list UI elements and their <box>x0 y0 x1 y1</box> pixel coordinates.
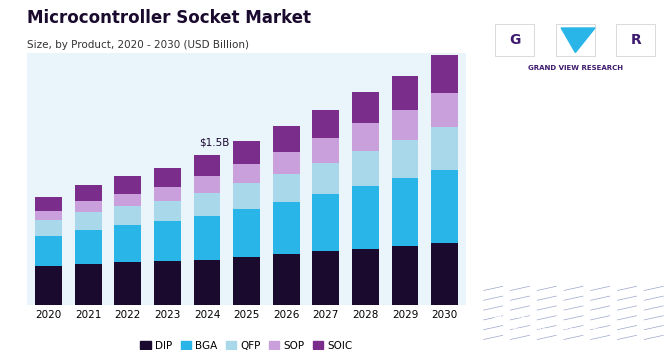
Bar <box>233 209 260 257</box>
Bar <box>233 257 260 304</box>
Bar <box>233 183 260 209</box>
Bar <box>114 262 142 304</box>
Bar <box>352 150 379 186</box>
Bar <box>312 138 340 163</box>
Polygon shape <box>561 28 595 52</box>
Bar <box>391 110 419 140</box>
Bar <box>74 212 102 230</box>
Bar <box>312 251 340 304</box>
Bar <box>74 264 102 304</box>
Bar <box>352 92 379 123</box>
Bar <box>391 178 419 246</box>
Bar <box>556 25 595 56</box>
Bar <box>233 164 260 183</box>
Text: 5.2%: 5.2% <box>529 124 621 156</box>
Text: $1.5B: $1.5B <box>199 137 229 147</box>
Bar <box>193 216 221 260</box>
Bar <box>35 197 62 210</box>
Bar <box>312 110 340 138</box>
Bar <box>114 225 142 262</box>
Bar <box>233 141 260 164</box>
Bar <box>616 25 656 56</box>
Bar <box>272 202 300 254</box>
Bar <box>154 168 181 187</box>
Bar <box>35 210 62 220</box>
Bar <box>193 176 221 193</box>
Bar <box>352 123 379 150</box>
Bar <box>154 201 181 222</box>
Text: R: R <box>631 33 641 47</box>
Bar <box>556 25 595 56</box>
Bar <box>272 152 300 174</box>
Text: GRAND VIEW RESEARCH: GRAND VIEW RESEARCH <box>528 65 623 71</box>
Bar <box>272 174 300 202</box>
Bar <box>114 194 142 206</box>
Bar <box>391 140 419 178</box>
Bar <box>35 220 62 236</box>
Bar <box>74 185 102 201</box>
Bar <box>431 93 458 127</box>
Bar <box>352 186 379 248</box>
Text: Global Market CAGR,
2025 - 2030: Global Market CAGR, 2025 - 2030 <box>521 184 630 208</box>
Bar <box>35 236 62 266</box>
Bar <box>35 266 62 304</box>
Bar <box>391 246 419 304</box>
Bar <box>114 176 142 194</box>
Legend: DIP, BGA, QFP, SOP, SOIC: DIP, BGA, QFP, SOP, SOIC <box>136 336 357 350</box>
Bar <box>431 170 458 243</box>
Bar <box>431 243 458 304</box>
Bar <box>74 230 102 264</box>
Bar <box>154 187 181 201</box>
Bar <box>431 127 458 170</box>
Text: G: G <box>509 33 521 47</box>
Bar <box>154 222 181 261</box>
Bar <box>74 201 102 212</box>
Bar <box>312 194 340 251</box>
Bar <box>193 193 221 216</box>
Bar <box>616 25 656 56</box>
Text: Source:: Source: <box>493 310 529 320</box>
Bar <box>352 248 379 304</box>
Bar <box>193 260 221 304</box>
Text: www.grandviewresearch.com: www.grandviewresearch.com <box>493 326 605 335</box>
Bar <box>193 155 221 176</box>
Bar <box>272 126 300 152</box>
Bar <box>495 25 535 56</box>
Bar <box>272 254 300 304</box>
Bar <box>495 25 535 56</box>
Bar <box>154 261 181 304</box>
Text: Size, by Product, 2020 - 2030 (USD Billion): Size, by Product, 2020 - 2030 (USD Billi… <box>27 40 249 50</box>
Bar <box>391 76 419 110</box>
Bar <box>431 55 458 93</box>
Bar <box>114 206 142 225</box>
Text: Microcontroller Socket Market: Microcontroller Socket Market <box>27 9 311 27</box>
Bar <box>312 163 340 194</box>
